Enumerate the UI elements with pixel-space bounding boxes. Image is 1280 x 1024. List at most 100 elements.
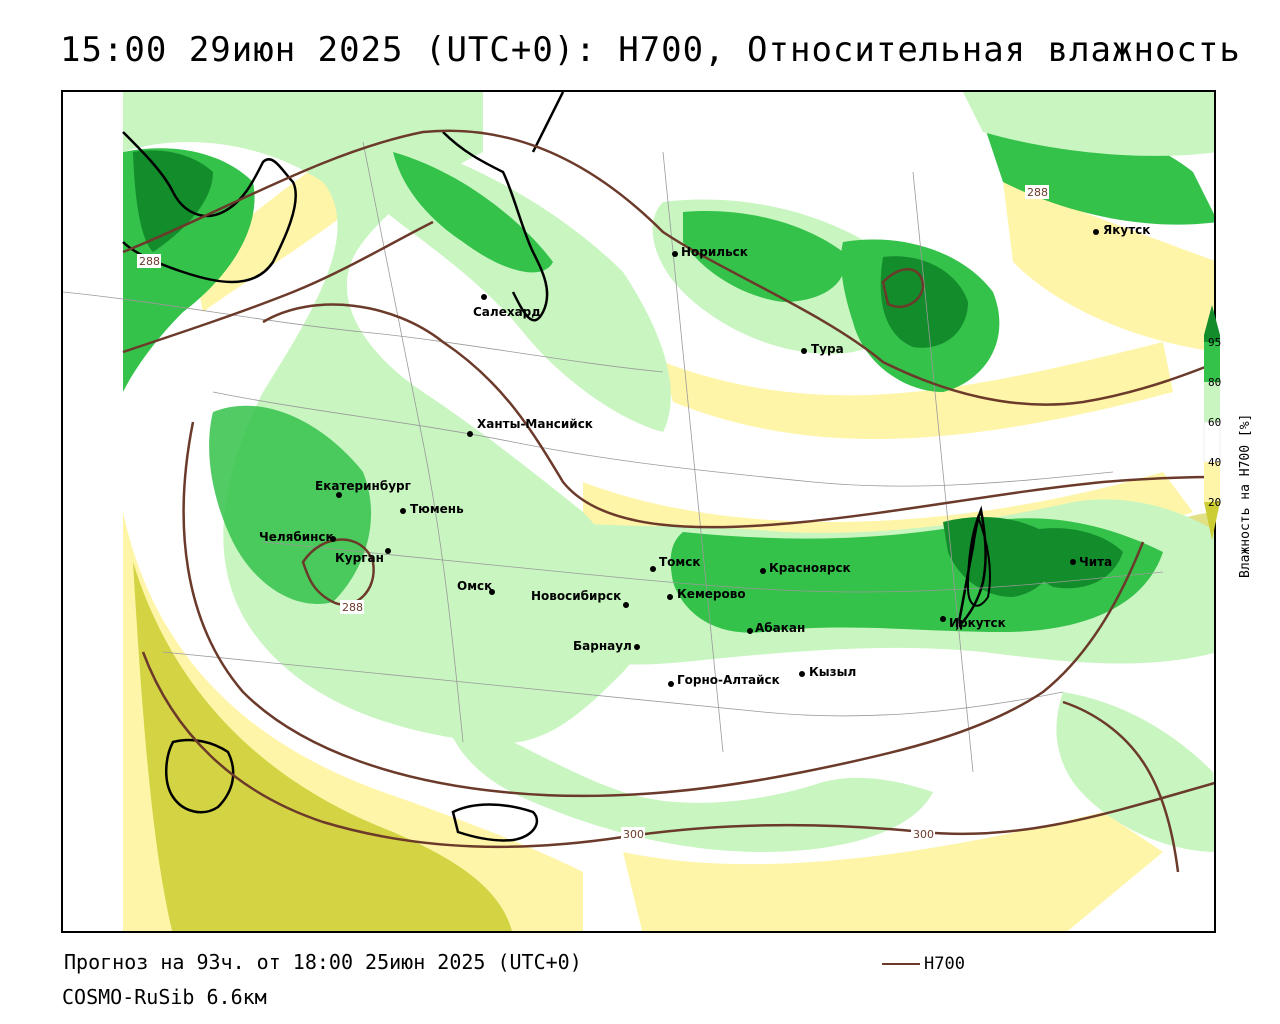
model-info: COSMO-RuSib 6.6км bbox=[62, 985, 267, 1009]
contour-ural-loop bbox=[301, 538, 375, 606]
contour-label-box bbox=[911, 827, 935, 841]
city-marker bbox=[400, 508, 406, 514]
city-yakutsk: Якутск bbox=[1093, 223, 1150, 237]
colorbar-band-80-95 bbox=[1204, 342, 1220, 382]
moist-zone-west-peak bbox=[133, 150, 213, 252]
city-label: Тюмень bbox=[410, 502, 464, 516]
city-marker bbox=[747, 628, 753, 634]
coastlines bbox=[122, 92, 987, 842]
moist-zone-northeast-outer bbox=[963, 92, 1214, 156]
contour-southeast bbox=[1062, 700, 1180, 873]
colorbar-tick: 40 bbox=[1208, 456, 1221, 469]
city-label: Екатеринбург bbox=[315, 479, 411, 493]
dry-zone-southwest-deep bbox=[133, 562, 512, 931]
city-marker bbox=[940, 616, 946, 622]
contour-296-arc bbox=[262, 303, 1214, 529]
city-tura: Тура bbox=[801, 342, 844, 356]
colorbar-tick: 80 bbox=[1208, 376, 1221, 389]
city-label: Якутск bbox=[1103, 223, 1150, 237]
dry-zone-central-band bbox=[663, 342, 1173, 440]
colorbar-tick: 95 bbox=[1208, 336, 1221, 349]
gydan-coast bbox=[531, 92, 565, 153]
legend-label: H700 bbox=[924, 954, 965, 974]
border-line bbox=[912, 171, 974, 773]
border-line bbox=[262, 541, 1164, 593]
colorbar-band-60-80 bbox=[1204, 382, 1220, 422]
border-line bbox=[162, 651, 1064, 717]
city-label: Ханты-Мансийск bbox=[477, 417, 593, 431]
contour-south-arc bbox=[182, 421, 1145, 798]
city-marker bbox=[336, 492, 342, 498]
contour-label-box bbox=[340, 600, 364, 614]
city-label: Красноярск bbox=[769, 561, 851, 575]
city-label: Томск bbox=[659, 555, 701, 569]
humidity-map: 288 288 288 300 300 Якутск Норильск Сале… bbox=[63, 92, 1214, 931]
city-kurgan: Курган bbox=[335, 548, 391, 565]
border-line bbox=[362, 141, 464, 743]
city-marker bbox=[760, 568, 766, 574]
cities: Якутск Норильск Салехард Тура Ханты-Манс… bbox=[259, 223, 1150, 687]
city-label: Кызыл bbox=[809, 665, 856, 679]
contour-label-box bbox=[621, 827, 645, 841]
contour-288-west bbox=[122, 220, 434, 354]
city-kemerovo: Кемерово bbox=[667, 587, 746, 601]
city-marker bbox=[330, 536, 336, 542]
caspian-coast bbox=[165, 738, 235, 814]
city-marker bbox=[1093, 229, 1099, 235]
contour-evenkia-loop bbox=[881, 268, 925, 309]
colorbar-top-triangle bbox=[1204, 305, 1220, 335]
city-khanty-mansiysk: Ханты-Мансийск bbox=[467, 417, 593, 437]
contour-label-box bbox=[137, 254, 161, 268]
contour-legend: H700 bbox=[882, 954, 965, 974]
city-krasnoyarsk: Красноярск bbox=[760, 561, 851, 575]
city-label: Курган bbox=[335, 551, 384, 565]
city-novosibirsk: Новосибирск bbox=[531, 589, 629, 608]
city-marker bbox=[801, 348, 807, 354]
colorbar-tick: 60 bbox=[1208, 416, 1221, 429]
moist-zone-evenkia-core bbox=[880, 256, 968, 348]
city-chita: Чита bbox=[1070, 555, 1112, 569]
contour-288-north bbox=[122, 129, 1214, 406]
humidity-colorbar: 95 80 60 40 20 bbox=[1200, 305, 1270, 565]
city-marker bbox=[481, 294, 487, 300]
city-label: Тура bbox=[811, 342, 844, 356]
moist-zones bbox=[123, 92, 1214, 852]
yamal-coast bbox=[442, 131, 549, 322]
city-label: Горно-Алтайск bbox=[677, 673, 780, 687]
moist-zone-chita-peak bbox=[1023, 528, 1123, 589]
contour-label: 300 bbox=[913, 828, 934, 841]
city-marker bbox=[799, 671, 805, 677]
city-marker bbox=[385, 548, 391, 554]
city-chelyabinsk: Челябинск bbox=[259, 530, 336, 544]
city-irkutsk: Иркутск bbox=[940, 616, 1006, 630]
city-label: Омск bbox=[457, 579, 492, 593]
city-label: Чита bbox=[1079, 555, 1112, 569]
colorbar-bottom-triangle bbox=[1204, 502, 1220, 540]
moist-zone-southeast bbox=[1056, 692, 1214, 852]
colorbar-title: Влажность на H700 [%] bbox=[1238, 413, 1253, 578]
city-omsk: Омск bbox=[457, 579, 495, 595]
colorbar-tick: 20 bbox=[1208, 496, 1221, 509]
city-marker bbox=[672, 251, 678, 257]
city-label: Барнаул bbox=[573, 639, 632, 653]
contour-label: 288 bbox=[342, 601, 363, 614]
contour-baikal-loop bbox=[966, 514, 991, 607]
city-label: Норильск bbox=[681, 245, 748, 259]
contour-label-box bbox=[1025, 185, 1049, 199]
border-line bbox=[63, 291, 664, 373]
city-label: Салехард bbox=[473, 305, 541, 319]
city-marker bbox=[1070, 559, 1076, 565]
city-gorno-altaysk: Горно-Алтайск bbox=[668, 673, 780, 687]
city-marker bbox=[489, 589, 495, 595]
dry-zone-south bbox=[623, 812, 1163, 931]
moist-zone-north-core bbox=[393, 152, 553, 273]
colorbar-band-95-plus bbox=[1204, 335, 1220, 342]
contour-label: 288 bbox=[139, 255, 160, 268]
city-label: Челябинск bbox=[259, 530, 334, 544]
moist-zone-taymyr-core bbox=[683, 211, 845, 302]
forecast-info: Прогноз на 93ч. от 18:00 25июн 2025 (UTC… bbox=[64, 950, 582, 974]
contour-label: 300 bbox=[623, 828, 644, 841]
city-marker bbox=[668, 681, 674, 687]
map-area[interactable]: 288 288 288 300 300 Якутск Норильск Сале… bbox=[61, 90, 1216, 933]
lake-baikal bbox=[955, 505, 987, 631]
